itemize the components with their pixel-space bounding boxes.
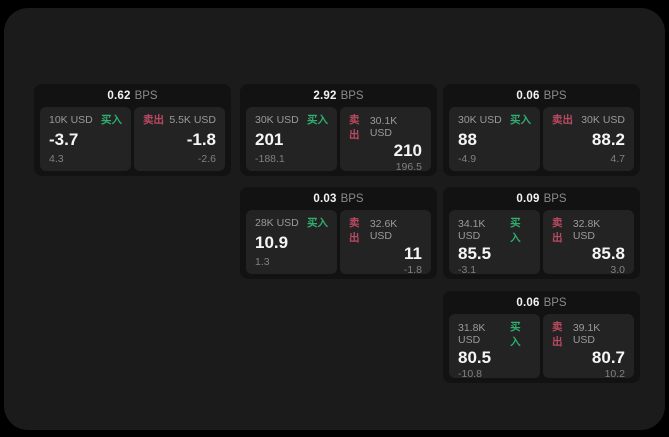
buy-price: -3.7	[49, 129, 79, 149]
bps-unit-label: BPS	[543, 296, 567, 309]
bps-unit-label: BPS	[340, 89, 364, 102]
quote-card-1: 0.62 BPS 10K USD 买入 -3.7 4.3 卖出 5.5K USD…	[34, 84, 231, 176]
sell-price: 80.7	[591, 348, 625, 367]
sell-price: 88.2	[591, 129, 625, 149]
bps-unit-label: BPS	[134, 89, 158, 102]
buy-pane[interactable]: 28K USD 买入 10.9 1.3	[246, 210, 337, 274]
buy-pane[interactable]: 31.8K USD 买入 80.5 -10.8	[449, 314, 540, 380]
sell-side-label: 卖出	[552, 114, 573, 126]
sell-side-label: 卖出	[349, 217, 360, 244]
bps-value: 0.62	[107, 89, 131, 102]
sell-delta: -2.6	[197, 153, 216, 165]
bps-unit-label: BPS	[340, 192, 364, 205]
sell-price: 11	[404, 244, 422, 263]
sell-amount: 39.1K USD	[572, 322, 601, 346]
card-body: 30K USD 买入 88 -4.9 卖出 30K USD 88.2 4.7	[443, 107, 640, 171]
quote-card-5: 0.09 BPS 34.1K USD 买入 85.5 -3.1 卖出 32.8K…	[443, 187, 640, 279]
sell-amount: 30K USD	[581, 113, 625, 126]
buy-amount: 34.1K USD	[458, 218, 486, 242]
card-body: 10K USD 买入 -3.7 4.3 卖出 5.5K USD -1.8 -2.…	[34, 107, 231, 171]
buy-delta: -10.8	[458, 367, 482, 380]
sell-pane[interactable]: 卖出 32.6K USD 11 -1.8	[340, 210, 431, 276]
buy-pane[interactable]: 30K USD 买入 201 -188.1	[246, 107, 337, 171]
buy-amount: 28K USD	[255, 216, 299, 229]
buy-side-label: 买入	[307, 217, 328, 229]
card-body: 31.8K USD 买入 80.5 -10.8 卖出 39.1K USD 80.…	[443, 314, 640, 380]
sell-side-label: 卖出	[349, 114, 360, 141]
sell-side-label: 卖出	[552, 321, 563, 348]
card-header: 0.62 BPS	[34, 84, 231, 107]
quote-card-2: 2.92 BPS 30K USD 买入 201 -188.1 卖出 30.1K …	[240, 84, 437, 176]
buy-pane[interactable]: 10K USD 买入 -3.7 4.3	[40, 107, 131, 171]
sell-side-label: 卖出	[143, 114, 164, 126]
bps-value: 2.92	[313, 89, 337, 102]
sell-price: 210	[393, 141, 422, 160]
sell-delta: 4.7	[610, 153, 625, 165]
card-body: 28K USD 买入 10.9 1.3 卖出 32.6K USD 11 -1.8	[240, 210, 437, 276]
bps-value: 0.03	[313, 192, 337, 205]
buy-delta: 1.3	[255, 256, 270, 268]
card-header: 0.03 BPS	[240, 187, 437, 210]
card-header: 0.06 BPS	[443, 84, 640, 107]
buy-side-label: 买入	[510, 114, 531, 126]
buy-amount: 10K USD	[49, 113, 93, 126]
card-header: 0.09 BPS	[443, 187, 640, 210]
sell-price: 85.8	[591, 244, 625, 263]
buy-side-label: 买入	[510, 217, 521, 244]
sell-delta: -1.8	[403, 263, 422, 276]
buy-price: 88	[458, 129, 477, 149]
buy-delta: -4.9	[458, 153, 477, 165]
buy-delta: -188.1	[255, 153, 285, 165]
quote-card-6: 0.06 BPS 31.8K USD 买入 80.5 -10.8 卖出 39.1…	[443, 291, 640, 383]
bps-unit-label: BPS	[543, 192, 567, 205]
buy-side-label: 买入	[510, 321, 521, 348]
card-header: 0.06 BPS	[443, 291, 640, 314]
sell-delta: 196.5	[395, 160, 422, 173]
sell-side-label: 卖出	[552, 217, 563, 244]
sell-delta: 10.2	[604, 367, 625, 380]
card-header: 2.92 BPS	[240, 84, 437, 107]
bps-unit-label: BPS	[543, 89, 567, 102]
buy-amount: 30K USD	[255, 113, 299, 126]
bps-value: 0.09	[516, 192, 540, 205]
quote-card-3: 0.06 BPS 30K USD 买入 88 -4.9 卖出 30K USD 8…	[443, 84, 640, 176]
sell-pane[interactable]: 卖出 32.8K USD 85.8 3.0	[543, 210, 634, 276]
sell-pane[interactable]: 卖出 39.1K USD 80.7 10.2	[543, 314, 634, 380]
sell-pane[interactable]: 卖出 5.5K USD -1.8 -2.6	[134, 107, 225, 171]
card-body: 30K USD 买入 201 -188.1 卖出 30.1K USD 210 1…	[240, 107, 437, 173]
sell-delta: 3.0	[610, 263, 625, 276]
sell-amount: 5.5K USD	[169, 113, 216, 126]
bps-value: 0.06	[516, 89, 540, 102]
quote-card-4: 0.03 BPS 28K USD 买入 10.9 1.3 卖出 32.6K US…	[240, 187, 437, 279]
buy-pane[interactable]: 34.1K USD 买入 85.5 -3.1	[449, 210, 540, 276]
buy-delta: -3.1	[458, 263, 477, 276]
buy-pane[interactable]: 30K USD 买入 88 -4.9	[449, 107, 540, 171]
buy-price: 80.5	[458, 348, 492, 367]
sell-pane[interactable]: 卖出 30K USD 88.2 4.7	[543, 107, 634, 171]
buy-price: 10.9	[255, 232, 289, 252]
buy-amount: 31.8K USD	[458, 322, 486, 346]
buy-price: 201	[255, 129, 284, 149]
buy-amount: 30K USD	[458, 113, 502, 126]
buy-side-label: 买入	[307, 114, 328, 126]
buy-price: 85.5	[458, 244, 492, 263]
buy-delta: 4.3	[49, 153, 64, 165]
sell-amount: 32.8K USD	[572, 218, 601, 242]
sell-pane[interactable]: 卖出 30.1K USD 210 196.5	[340, 107, 431, 173]
buy-side-label: 买入	[101, 114, 122, 126]
sell-price: -1.8	[186, 129, 216, 149]
sell-amount: 32.6K USD	[369, 218, 398, 242]
card-body: 34.1K USD 买入 85.5 -3.1 卖出 32.8K USD 85.8…	[443, 210, 640, 276]
sell-amount: 30.1K USD	[369, 115, 398, 139]
bps-value: 0.06	[516, 296, 540, 309]
